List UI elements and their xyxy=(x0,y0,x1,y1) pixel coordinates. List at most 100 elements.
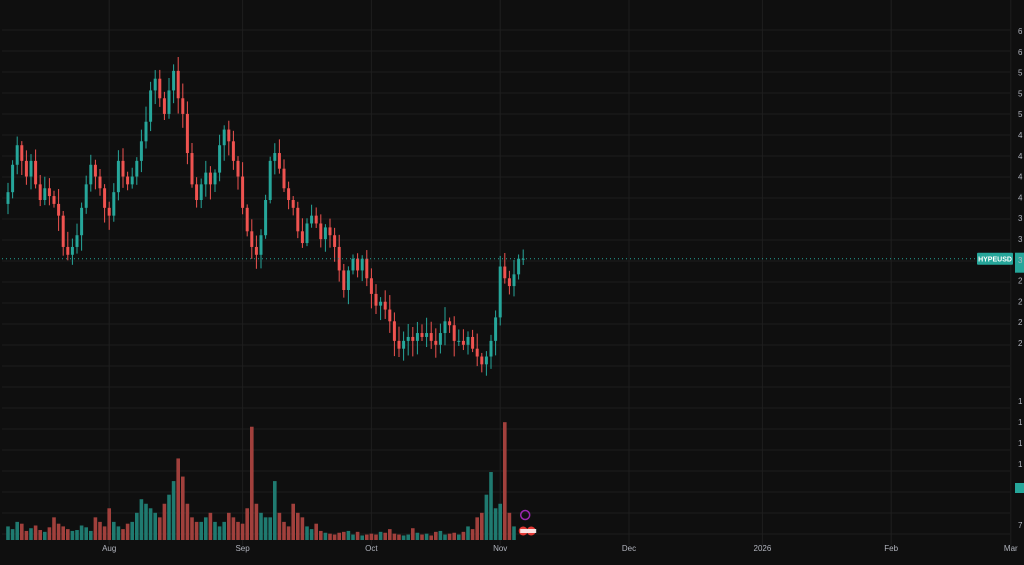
candle-down xyxy=(38,184,42,200)
event-marker-icon[interactable] xyxy=(519,509,531,521)
volume-bar xyxy=(434,531,438,540)
price-tick-label: 5 xyxy=(1018,69,1023,78)
candle-down xyxy=(34,160,38,185)
candle-up xyxy=(75,235,79,247)
candle-down xyxy=(282,168,286,189)
symbol-price-tag-label: HYPEUSD xyxy=(978,257,1012,264)
candle-up xyxy=(135,160,139,177)
volume-bar xyxy=(167,494,171,540)
candle-up xyxy=(489,340,493,357)
volume-bar xyxy=(181,476,185,540)
candle-up xyxy=(218,145,222,173)
candle-down xyxy=(103,188,107,208)
volume-bar xyxy=(10,529,15,540)
candle-up xyxy=(43,188,47,200)
volume-bar xyxy=(461,531,466,540)
volume-bar xyxy=(493,508,498,540)
volume-bar xyxy=(259,512,263,540)
volume-bar xyxy=(263,517,268,540)
volume-bar xyxy=(144,503,148,540)
last-price-line-layer: HYPEUSD xyxy=(2,252,1024,273)
volume-bar xyxy=(406,534,410,540)
candle-up xyxy=(153,78,157,91)
candle-down xyxy=(507,278,511,287)
volume-bar xyxy=(360,535,364,540)
volume-bar xyxy=(204,517,208,540)
volume-bar xyxy=(291,503,295,540)
volume-bar xyxy=(470,529,475,540)
candle-down xyxy=(420,333,424,337)
candle-up xyxy=(15,145,19,165)
price-tick-label: 5 xyxy=(1018,89,1023,98)
price-tick-label: 2 xyxy=(1018,339,1023,348)
volume-bar xyxy=(47,527,52,540)
volume-bar xyxy=(6,526,10,540)
volume-bar xyxy=(208,512,213,540)
volume-bar xyxy=(346,530,351,540)
volume-bar xyxy=(20,523,24,540)
volume-bar xyxy=(112,521,116,540)
volume-tick-label: 1 xyxy=(1018,397,1023,406)
symbol-price-tag[interactable] xyxy=(977,252,1013,265)
candle-down xyxy=(475,348,479,357)
candle-down xyxy=(126,176,130,185)
candle-down xyxy=(277,153,281,169)
candle-down xyxy=(287,188,291,200)
x-tick-label: Mar xyxy=(1004,544,1018,553)
candle-down xyxy=(250,231,254,247)
volume-bar xyxy=(43,531,47,540)
volume-bar xyxy=(337,532,341,540)
volume-bar xyxy=(498,503,502,540)
volume-bar xyxy=(107,508,111,540)
volume-bar xyxy=(217,526,222,540)
price-tick-label: 3 xyxy=(1018,214,1023,223)
volume-bar xyxy=(452,532,456,540)
candle-up xyxy=(116,160,120,193)
candle-down xyxy=(397,340,401,349)
volume-bar xyxy=(33,525,38,540)
volume-bar xyxy=(273,481,277,540)
volume-bar xyxy=(447,533,452,540)
volume-bar xyxy=(314,523,318,540)
volume-bar xyxy=(328,533,332,540)
candle-down xyxy=(121,160,125,177)
candle-layer xyxy=(6,56,525,376)
candle-down xyxy=(227,129,231,142)
candle-down xyxy=(365,258,369,279)
candle-up xyxy=(273,153,277,161)
volume-axis-marker xyxy=(1015,483,1024,493)
price-tick-label: 4 xyxy=(1018,173,1023,182)
candle-up xyxy=(172,70,176,91)
volume-bar xyxy=(162,503,167,540)
candle-up xyxy=(11,164,15,193)
candle-up xyxy=(305,223,309,244)
volume-bar xyxy=(342,531,346,540)
candle-down xyxy=(208,172,212,185)
volume-bar xyxy=(29,528,33,540)
volume-bar xyxy=(323,532,328,540)
price-tick-label: 5 xyxy=(1018,110,1023,119)
volume-bar xyxy=(227,512,231,540)
volume-bar xyxy=(61,526,65,540)
volume-bar xyxy=(130,521,134,540)
volume-tick-label: 1 xyxy=(1018,460,1023,469)
price-axis-marker xyxy=(1015,252,1024,273)
candle-down xyxy=(480,356,484,365)
candle-up xyxy=(112,192,116,216)
volume-bar xyxy=(213,521,217,540)
volume-bar xyxy=(268,517,272,540)
candle-up xyxy=(512,274,516,287)
volume-bar xyxy=(66,529,70,540)
x-tick-label: Oct xyxy=(365,544,378,553)
volume-bar xyxy=(139,499,144,540)
candle-down xyxy=(356,258,360,271)
volume-bar xyxy=(93,517,98,540)
axis-layer: Aug Sep Oct Nov Dec 2026 Feb Mar 6 6 5 5 5 4 4 4 4 3 3 3 2 2 2… xyxy=(102,27,1024,553)
candle-down xyxy=(374,293,378,306)
candle-up xyxy=(70,246,74,255)
candle-down xyxy=(333,235,337,247)
volume-bar xyxy=(222,521,226,540)
candle-up xyxy=(457,340,461,342)
